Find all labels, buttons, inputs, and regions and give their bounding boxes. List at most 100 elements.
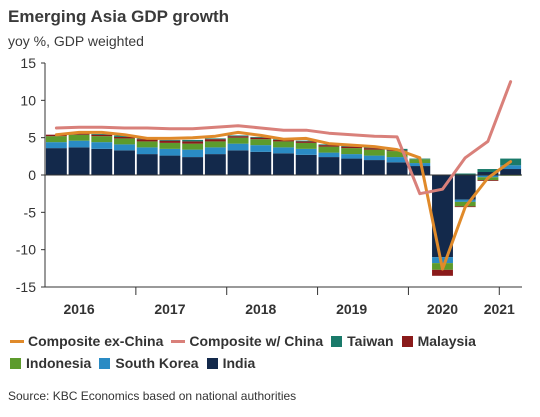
legend-label: Malaysia bbox=[417, 333, 476, 349]
source-note: Source: KBC Economics based on national … bbox=[8, 389, 297, 403]
legend-label: South Korea bbox=[115, 355, 199, 371]
bar-malaysia bbox=[432, 269, 453, 276]
bar-malaysia bbox=[136, 139, 158, 142]
y-tick-label: 5 bbox=[28, 130, 36, 146]
bar-malaysia bbox=[114, 136, 135, 139]
legend-row-1: Composite ex-China Composite w/ China Taiw… bbox=[10, 330, 535, 352]
bar-indonesia bbox=[454, 201, 476, 207]
bar-india bbox=[341, 158, 363, 175]
bar-taiwan bbox=[91, 133, 113, 135]
bar-indonesia bbox=[91, 136, 113, 143]
legend-swatch bbox=[99, 357, 111, 369]
bar-indonesia bbox=[68, 134, 90, 141]
bar-india bbox=[295, 154, 317, 175]
bar-indonesia bbox=[136, 141, 158, 148]
legend-item: Taiwan bbox=[331, 333, 394, 349]
bar-south-korea bbox=[68, 140, 90, 148]
bar-india bbox=[114, 150, 135, 175]
legend-swatch bbox=[171, 339, 186, 343]
bar-taiwan bbox=[295, 140, 317, 142]
bar-south-korea bbox=[204, 147, 226, 155]
bar-taiwan bbox=[159, 139, 181, 141]
bar-indonesia bbox=[341, 148, 363, 155]
legend-item: Composite w/ China bbox=[171, 333, 323, 349]
bar-south-korea bbox=[114, 144, 135, 151]
bar-india bbox=[204, 154, 226, 175]
bar-indonesia bbox=[318, 146, 340, 153]
legend-row-2: Indonesia South Korea India bbox=[10, 352, 535, 374]
bar-indonesia bbox=[159, 142, 181, 149]
bar-malaysia bbox=[204, 139, 226, 142]
bar-malaysia bbox=[477, 180, 499, 181]
bar-malaysia bbox=[227, 136, 249, 138]
bar-taiwan bbox=[182, 139, 204, 142]
legend-swatch bbox=[401, 335, 413, 347]
x-tick-label: 2020 bbox=[427, 301, 458, 317]
x-tick-label: 2018 bbox=[245, 301, 276, 317]
bar-malaysia bbox=[318, 145, 340, 147]
bar-india bbox=[477, 172, 499, 175]
y-tick-label: 10 bbox=[20, 92, 36, 108]
legend-label: India bbox=[222, 355, 256, 371]
bar-india bbox=[45, 148, 67, 175]
legend-swatch bbox=[10, 357, 21, 369]
bar-south-korea bbox=[136, 147, 158, 155]
bar-south-korea bbox=[250, 145, 272, 152]
bar-indonesia bbox=[227, 137, 249, 144]
bar-india bbox=[91, 148, 113, 175]
bar-india bbox=[182, 157, 204, 175]
bar-malaysia bbox=[341, 146, 363, 149]
legend-swatch bbox=[206, 357, 218, 369]
x-tick-label: 2019 bbox=[336, 301, 367, 317]
bar-south-korea bbox=[432, 257, 453, 264]
bar-south-korea bbox=[386, 157, 408, 163]
y-tick-label: 0 bbox=[28, 167, 36, 183]
bar-south-korea bbox=[45, 142, 67, 149]
y-tick-label: -10 bbox=[16, 242, 36, 258]
bar-indonesia bbox=[386, 151, 408, 158]
bar-indonesia bbox=[45, 136, 67, 143]
bar-india bbox=[500, 169, 522, 175]
y-tick-label: -15 bbox=[16, 279, 36, 295]
bar-taiwan bbox=[477, 169, 499, 173]
chart-subtitle: yoy %, GDP weighted bbox=[8, 33, 144, 49]
bar-south-korea bbox=[454, 199, 476, 202]
y-tick-label: -5 bbox=[24, 204, 37, 220]
bar-malaysia bbox=[91, 134, 113, 137]
bar-india bbox=[454, 175, 476, 200]
bar-indonesia bbox=[250, 139, 272, 146]
legend-label: Indonesia bbox=[26, 355, 92, 371]
bar-malaysia bbox=[363, 148, 385, 150]
bar-south-korea bbox=[273, 147, 294, 154]
bar-india bbox=[227, 150, 249, 175]
bar-india bbox=[250, 151, 272, 175]
x-tick-label: 2021 bbox=[484, 301, 515, 317]
bar-south-korea bbox=[341, 154, 363, 159]
bar-taiwan bbox=[204, 138, 226, 140]
bar-indonesia bbox=[273, 141, 294, 148]
x-tick-label: 2017 bbox=[154, 301, 185, 317]
bar-malaysia bbox=[182, 141, 204, 144]
y-tick-label: 15 bbox=[20, 55, 36, 71]
legend-swatch bbox=[10, 339, 24, 343]
line-composite-w-china bbox=[54, 80, 513, 196]
bar-india bbox=[363, 160, 385, 175]
bar-taiwan bbox=[250, 136, 272, 138]
x-tick-label: 2016 bbox=[63, 301, 94, 317]
bar-indonesia bbox=[363, 149, 385, 156]
bar-malaysia bbox=[68, 133, 90, 135]
bar-indonesia bbox=[182, 143, 204, 150]
legend-item: Indonesia bbox=[10, 355, 91, 371]
bar-malaysia bbox=[250, 137, 272, 140]
bar-india bbox=[386, 162, 408, 175]
bar-indonesia bbox=[114, 138, 135, 145]
legend: Composite ex-China Composite w/ China Taiw… bbox=[10, 330, 535, 374]
line-composite-ex-china bbox=[54, 130, 513, 271]
chart-title: Emerging Asia GDP growth bbox=[8, 7, 230, 26]
bar-taiwan bbox=[454, 173, 476, 175]
bar-south-korea bbox=[91, 142, 113, 149]
legend-label: Composite ex-China bbox=[28, 333, 164, 349]
bar-south-korea bbox=[159, 148, 181, 156]
bar-malaysia bbox=[295, 141, 317, 143]
legend-item: Malaysia bbox=[401, 333, 476, 349]
